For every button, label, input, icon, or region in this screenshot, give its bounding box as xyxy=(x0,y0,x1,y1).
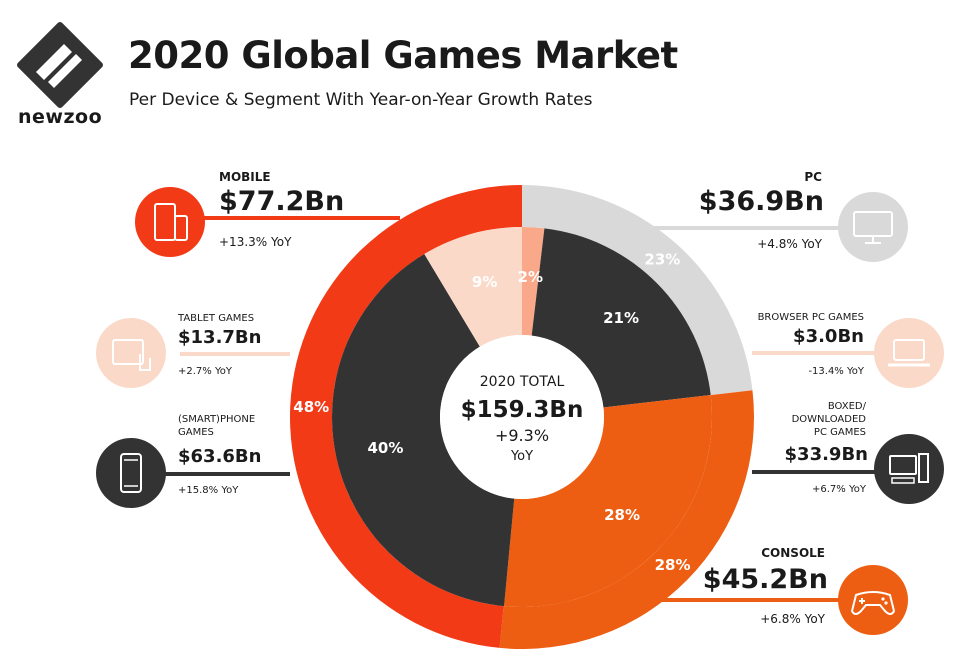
center-hole xyxy=(440,335,604,499)
tablet-value: $13.7Bn xyxy=(178,327,262,348)
console-connector xyxy=(600,598,840,602)
console-icon-circle xyxy=(838,565,908,635)
mobile-icon-circle xyxy=(135,187,205,257)
mobile-label: MOBILE xyxy=(219,170,271,184)
smartphone-value: $63.6Bn xyxy=(178,446,262,467)
smartphone-yoy: +15.8% YoY xyxy=(178,485,239,496)
browser-yoy: -13.4% YoY xyxy=(808,366,864,377)
outer-pct-label-1: 28% xyxy=(655,556,691,574)
inner-pct-label-1: 21% xyxy=(603,309,639,327)
brand-name: newzoo xyxy=(18,106,103,128)
inner-pct-label-3: 40% xyxy=(368,439,404,457)
inner-pct-label-2: 28% xyxy=(604,506,640,524)
outer-pct-label-2: 48% xyxy=(293,398,329,416)
boxed-label-line1: BOXED/ xyxy=(827,401,866,412)
donut-chart: 23% 28% 48% 2% 21% 28% 40% 9% 2020 TOTAL $159.3… xyxy=(290,185,754,649)
boxed-label-line2: DOWNLOADED xyxy=(791,414,866,425)
pc-value: $36.9Bn xyxy=(698,186,824,217)
smartphone-label-line1: (SMART)PHONE xyxy=(178,414,256,425)
tablet-label: TABLET GAMES xyxy=(178,313,255,324)
center-label: 2020 TOTAL xyxy=(480,374,565,390)
smartphone-label-line2: GAMES xyxy=(178,427,214,438)
inner-slice-0 xyxy=(522,227,545,336)
center-growth: +9.3% xyxy=(495,426,549,445)
browser-value: $3.0Bn xyxy=(793,326,864,347)
tablet-icon xyxy=(112,339,151,371)
gamepad-icon xyxy=(850,591,896,615)
boxed-icon-circle xyxy=(874,434,944,504)
desktop-pc-icon xyxy=(889,453,929,484)
tablet-yoy: +2.7% YoY xyxy=(178,366,232,377)
boxed-label-line3: PC GAMES xyxy=(813,427,866,438)
mobile-devices-icon xyxy=(154,203,188,241)
inner-slice-3 xyxy=(331,254,515,607)
outer-slice-1 xyxy=(499,390,754,649)
smartphone-connector xyxy=(160,472,290,476)
console-label: CONSOLE xyxy=(761,546,825,560)
center-total-value: $159.3Bn xyxy=(461,397,584,423)
browser-connector xyxy=(752,351,880,355)
inner-slice-1 xyxy=(531,228,711,408)
outer-slice-2 xyxy=(290,185,522,648)
tablet-connector xyxy=(180,352,290,356)
page-title: 2020 Global Games Market xyxy=(128,34,678,77)
mobile-value: $77.2Bn xyxy=(219,186,345,217)
smartphone-icon-circle xyxy=(96,438,166,508)
pc-label: PC xyxy=(804,170,822,184)
mobile-connector xyxy=(200,216,400,220)
outer-pct-label-0: 23% xyxy=(644,250,680,268)
outer-slice-0 xyxy=(522,185,753,396)
page-subtitle: Per Device & Segment With Year-on-Year G… xyxy=(129,90,593,110)
inner-slice-2 xyxy=(504,394,712,607)
newzoo-logo xyxy=(17,22,103,108)
pc-connector xyxy=(600,226,840,230)
boxed-connector xyxy=(752,470,880,474)
browser-icon-circle xyxy=(874,318,944,388)
mobile-yoy: +13.3% YoY xyxy=(219,235,292,249)
center-growth-unit: YoY xyxy=(510,449,533,464)
smartphone-icon xyxy=(120,453,142,493)
pc-icon-circle xyxy=(838,192,908,262)
console-yoy: +6.8% YoY xyxy=(760,612,825,626)
pc-yoy: +4.8% YoY xyxy=(757,237,822,251)
tablet-icon-circle xyxy=(96,318,166,388)
inner-slice-4 xyxy=(424,227,522,347)
inner-pct-label-4: 9% xyxy=(472,273,497,291)
browser-label: BROWSER PC GAMES xyxy=(757,312,864,323)
boxed-yoy: +6.7% YoY xyxy=(812,484,866,495)
inner-pct-label-0: 2% xyxy=(518,268,543,286)
boxed-value: $33.9Bn xyxy=(784,444,868,465)
monitor-icon xyxy=(853,211,893,244)
console-value: $45.2Bn xyxy=(702,564,828,595)
laptop-icon xyxy=(888,339,930,367)
